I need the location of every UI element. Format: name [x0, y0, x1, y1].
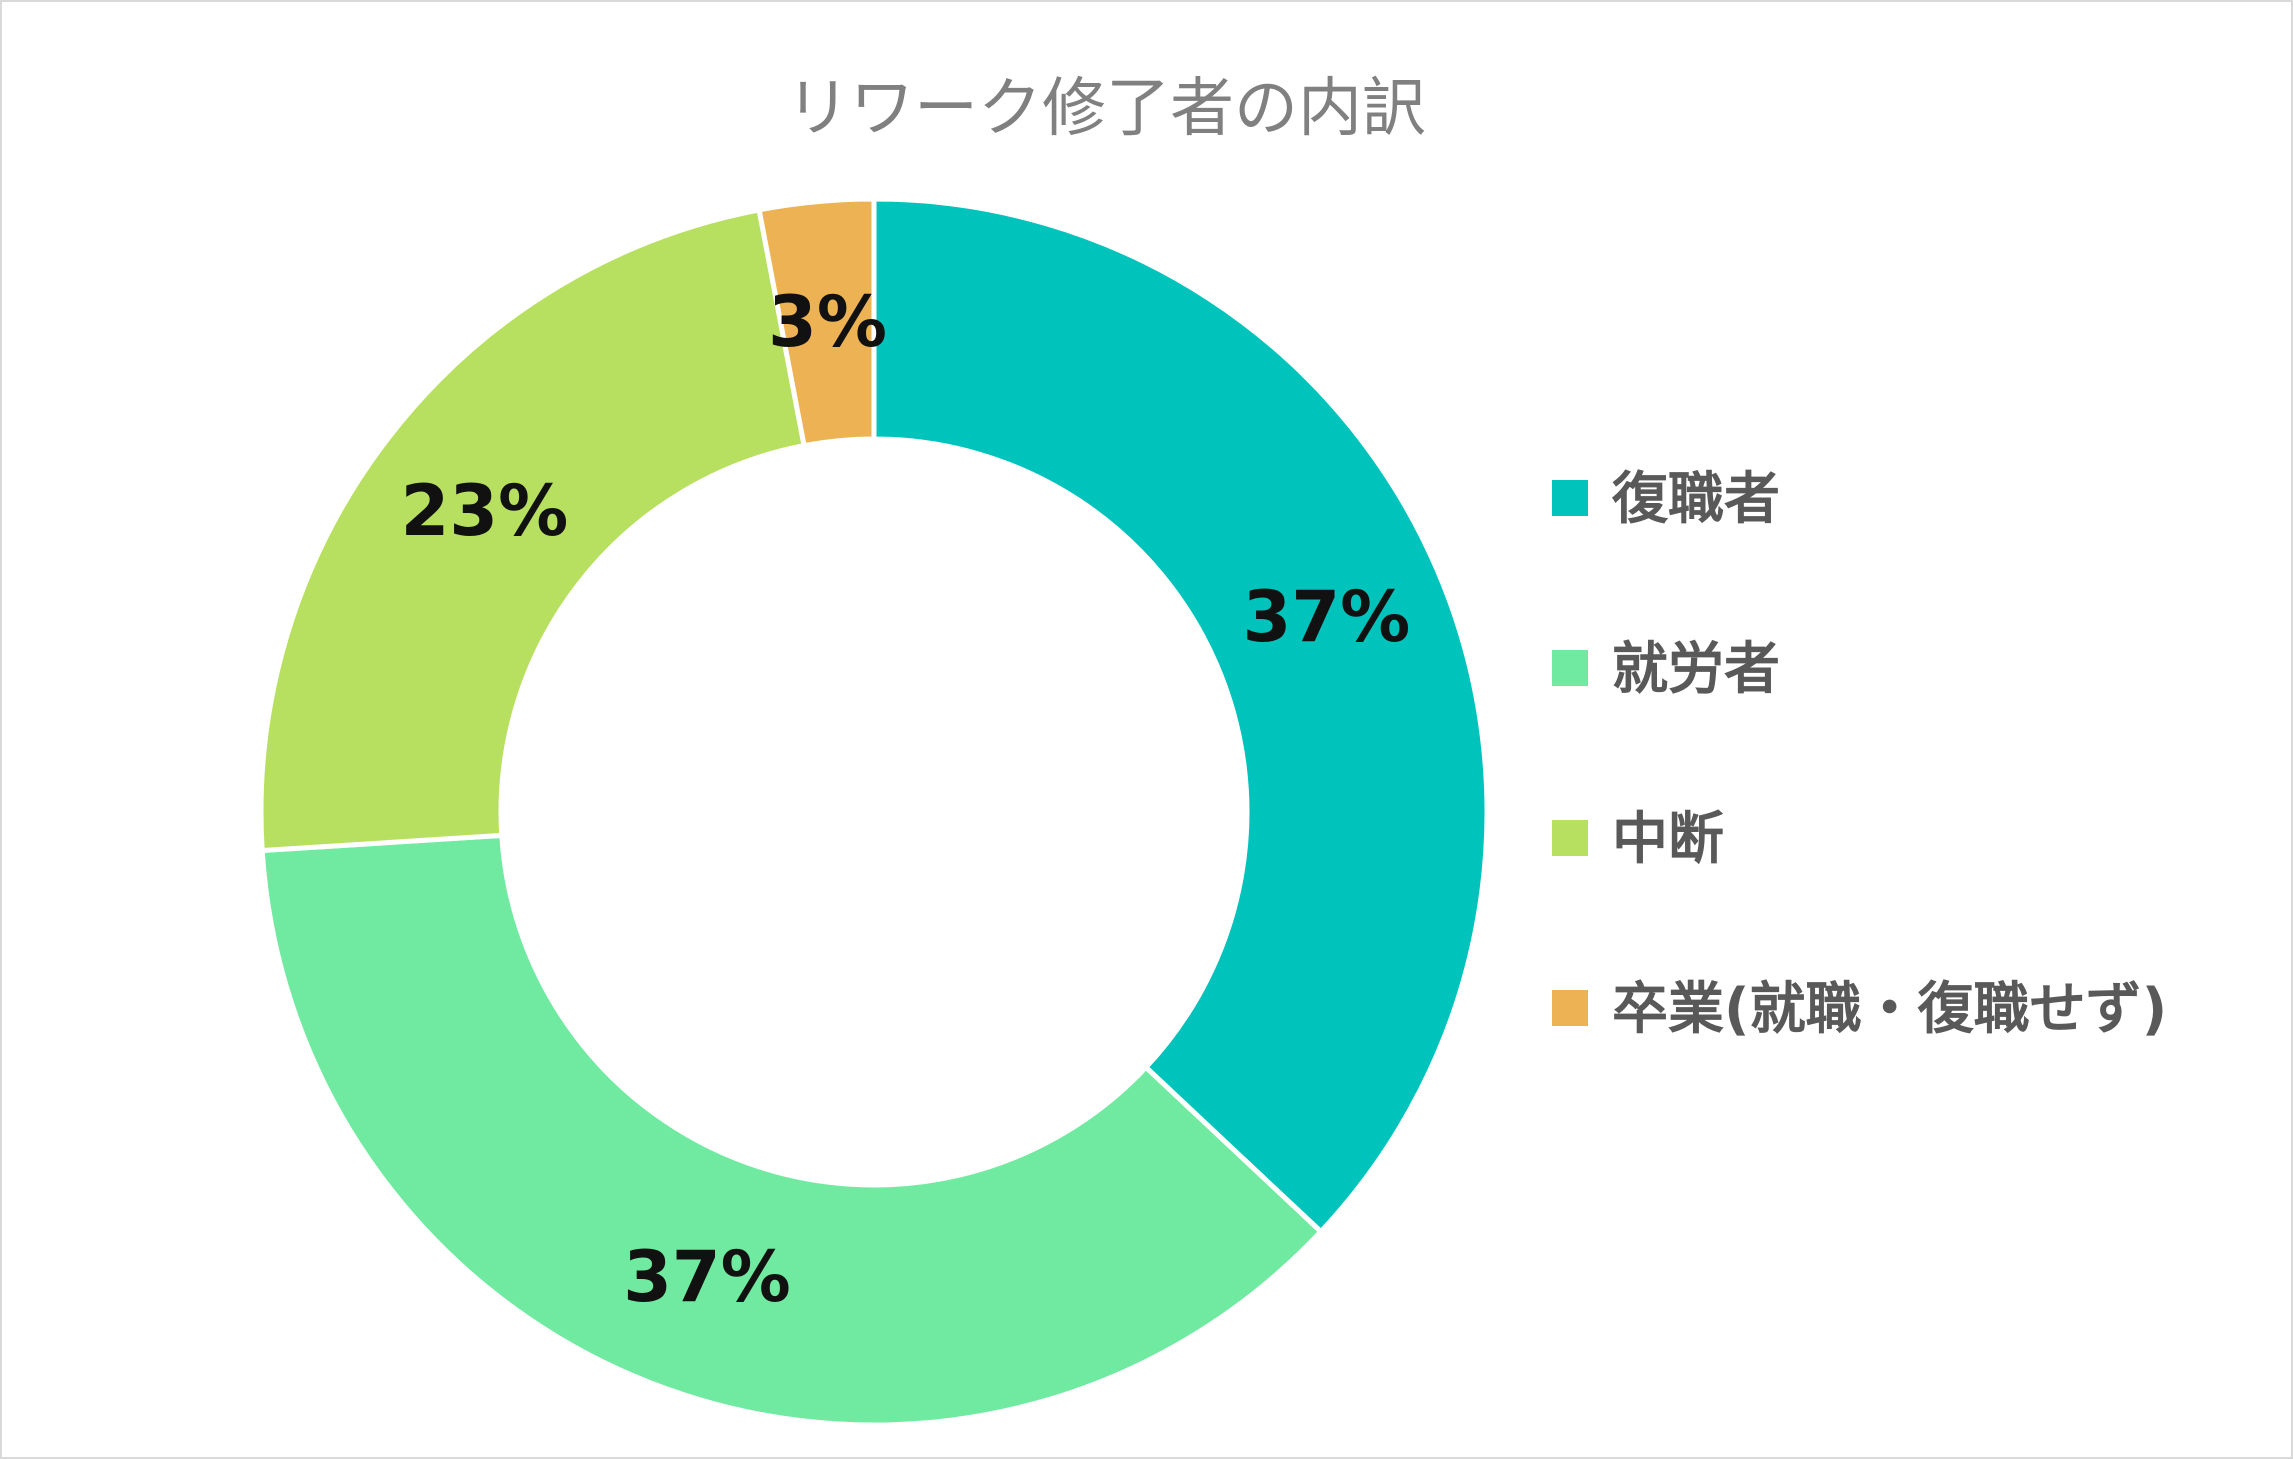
slice-label-1: 37%: [1243, 576, 1411, 658]
legend-swatch-1: [1552, 480, 1588, 516]
slice-label-3: 23%: [401, 470, 569, 552]
legend-label-1: 復職者: [1611, 467, 1780, 532]
legend-swatch-2: [1552, 650, 1588, 686]
donut-slice-3: [258, 206, 808, 854]
donut-slices: [258, 196, 1490, 1428]
slice-label-2: 37%: [623, 1236, 791, 1318]
donut-slice-4: [756, 196, 877, 449]
slice-label-4: 3%: [768, 281, 887, 363]
donut-slice-1: [871, 196, 1490, 1236]
legend-label-2: 就労者: [1612, 637, 1780, 702]
legend-swatch-3: [1552, 820, 1588, 856]
slice-labels: 37% 37% 23% 3%: [401, 281, 1411, 1318]
legend-label-3: 中断: [1612, 807, 1724, 872]
chart-title: リワーク修了者の内訳: [786, 72, 1426, 146]
legend-label-4: 卒業(就職・復職せず): [1612, 977, 2167, 1042]
donut-slice-2: [259, 832, 1325, 1428]
legend-swatch-4: [1552, 990, 1588, 1026]
